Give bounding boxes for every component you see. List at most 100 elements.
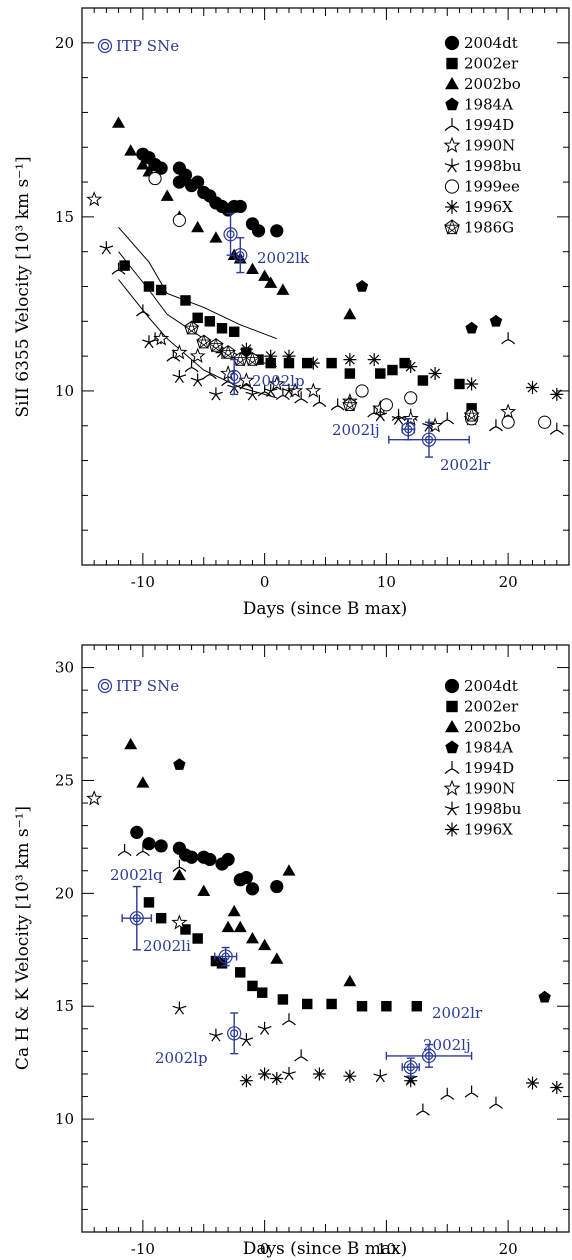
legend-entry-1984a: 1984A [445, 96, 513, 114]
point-2002er [356, 1001, 368, 1012]
itp-label-2002lj: 2002lj [332, 421, 380, 439]
itp-points-ca: 2002lq 2002li 2002lp 2002lr 2002lj [110, 866, 483, 1077]
legend-label: 1998bu [464, 800, 522, 818]
point-2002er [216, 323, 228, 334]
y-tick-label: 10 [55, 1110, 74, 1128]
legend-si: 2004dt 2002er 2002bo 1984A 1994D 1990N 1998bu 1… [443, 34, 522, 237]
point-1984a [355, 280, 369, 292]
point-1990n [287, 382, 304, 398]
legend-label: 1990N [464, 780, 515, 798]
point-2002er [192, 933, 203, 944]
point-2002er [265, 357, 276, 369]
band-line [118, 279, 277, 399]
itp-point-2002lq [121, 885, 153, 951]
point-2002bo [160, 189, 174, 201]
itp-legend-ca: ITP SNe [97, 677, 179, 695]
itp-point-2002lp [227, 358, 242, 396]
x-axis-label-si: Days (since B max) [243, 599, 408, 619]
point-1996x [526, 1076, 539, 1090]
itp-legend-label: ITP SNe [116, 677, 179, 695]
point-1994d [415, 1103, 430, 1116]
point-2002bo [209, 231, 223, 243]
point-1994d [117, 843, 132, 857]
legend-label: 1996X [464, 821, 513, 839]
point-1994d [257, 384, 272, 397]
legend-label: 2004dt [464, 34, 518, 52]
legend-marker [444, 761, 460, 775]
point-1990n [268, 375, 285, 391]
legend-marker [444, 678, 460, 694]
point-2002er [326, 357, 337, 369]
point-1990n [171, 914, 188, 930]
point-1994d [282, 1013, 296, 1026]
point-1996x [239, 1074, 253, 1088]
legend-marker [443, 219, 461, 235]
legend-entry-2004dt: 2004dt [444, 677, 518, 695]
point-2002er [277, 994, 289, 1005]
legend-marker [445, 200, 459, 214]
point-2002er [375, 368, 386, 379]
point-2002bo [258, 269, 272, 281]
legend-marker [444, 801, 460, 816]
point-1984a [538, 990, 551, 1003]
point-2002er [235, 967, 246, 978]
y-axis-label-si: SiII 6355 Velocity [10³ km s⁻¹] [13, 156, 33, 417]
point-1986g [195, 334, 212, 349]
legend-marker [445, 822, 459, 837]
point-2002bo [191, 220, 205, 233]
point-2002bo [264, 276, 278, 288]
itp-label-2002lq: 2002lq [110, 866, 163, 884]
itp-point-2002lk [233, 237, 248, 274]
point-1994d [294, 391, 309, 404]
point-1998bu [257, 1021, 272, 1035]
legend-label: 1998bu [464, 157, 522, 175]
point-1998bu [172, 370, 187, 384]
legend-marker [446, 700, 458, 713]
point-2002bo [245, 932, 259, 944]
point-1996x [264, 349, 278, 363]
point-1990n [86, 790, 103, 806]
itp-point-2002li [214, 946, 238, 967]
point-2002er [256, 987, 268, 998]
x-axis-label-ca: Days (since B max) [243, 1239, 408, 1259]
x-tick-label: 20 [499, 573, 518, 591]
point-1998bu [239, 1033, 254, 1047]
legend-marker [444, 179, 460, 194]
itp-legend-label: ITP SNe [116, 37, 179, 55]
point-1990n [427, 417, 444, 433]
point-2002er [387, 364, 398, 376]
x-tick-label: 0 [260, 573, 270, 591]
point-1994d [135, 304, 150, 317]
legend-entry-2004dt: 2004dt [444, 34, 518, 52]
point-1996x [404, 360, 418, 374]
point-1994d [549, 422, 564, 435]
point-2002bo [282, 864, 296, 876]
legend-marker [444, 118, 460, 132]
legend-marker [445, 720, 459, 733]
point-1994d [294, 1049, 309, 1062]
legend-entry-1986g: 1986G [443, 219, 514, 237]
point-1998bu [142, 335, 156, 349]
point-1986g [244, 351, 261, 367]
point-1996x [270, 1072, 284, 1085]
point-2002er [143, 897, 155, 908]
point-2002er [155, 912, 167, 924]
legend-label: 1984A [464, 739, 513, 757]
y-tick-label: 15 [55, 997, 74, 1015]
legend-marker [445, 740, 459, 754]
point-2004dt [154, 161, 168, 175]
point-1990n [238, 372, 255, 388]
itp-point-2002lp [227, 1012, 242, 1055]
point-1996x [343, 353, 357, 367]
y-tick-label: 10 [55, 382, 74, 400]
point-1994d [172, 859, 187, 872]
itp-label-2002lp: 2002lp [252, 372, 305, 390]
legend-marker [445, 97, 459, 111]
point-2002er [143, 281, 155, 292]
y-tick-label: 15 [55, 208, 74, 226]
legend-label: 1996X [464, 198, 513, 216]
point-1999ee [538, 415, 552, 429]
ticks-ca: -10 0 10 20 10 15 20 25 30 [55, 644, 570, 1258]
point-1998bu [172, 1001, 187, 1015]
legend-label: 1990N [464, 137, 515, 155]
